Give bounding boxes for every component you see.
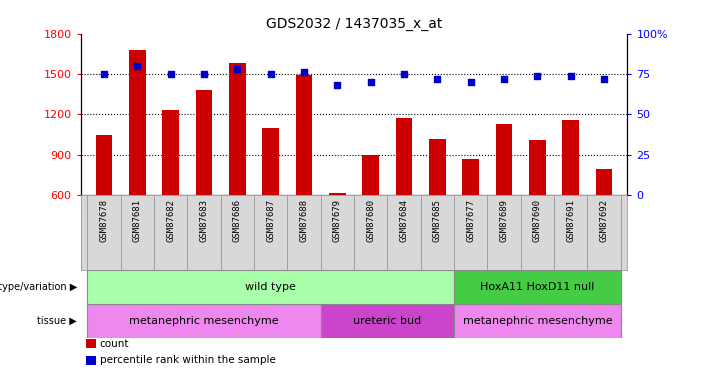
Point [198, 71, 210, 77]
Point [532, 73, 543, 79]
Text: metanephric mesenchyme: metanephric mesenchyme [129, 316, 279, 326]
Point [332, 82, 343, 88]
Text: count: count [100, 339, 129, 349]
Text: GSM87687: GSM87687 [266, 199, 275, 242]
Point [232, 66, 243, 72]
Text: GSM87686: GSM87686 [233, 199, 242, 242]
Text: GSM87684: GSM87684 [400, 199, 409, 242]
Bar [362, 155, 379, 195]
Bar [429, 139, 446, 195]
Text: genotype/variation ▶: genotype/variation ▶ [0, 282, 77, 292]
Bar [129, 50, 146, 195]
Text: GSM87690: GSM87690 [533, 199, 542, 242]
Point [465, 79, 476, 85]
Text: tissue ▶: tissue ▶ [37, 316, 77, 326]
Bar [86, 339, 96, 348]
Bar [395, 118, 412, 195]
Bar [562, 120, 579, 195]
Point [565, 73, 576, 79]
Text: GSM87677: GSM87677 [466, 199, 475, 242]
Text: wild type: wild type [245, 282, 296, 292]
Text: GSM87683: GSM87683 [200, 199, 208, 242]
Bar [454, 270, 620, 304]
Point [599, 76, 610, 82]
Point [365, 79, 376, 85]
Text: GSM87682: GSM87682 [166, 199, 175, 242]
Text: GSM87689: GSM87689 [500, 199, 508, 242]
Bar [454, 304, 620, 338]
Point [299, 69, 310, 75]
Bar [86, 356, 96, 364]
Bar [95, 135, 112, 195]
Text: percentile rank within the sample: percentile rank within the sample [100, 356, 275, 366]
Text: GSM87688: GSM87688 [299, 199, 308, 242]
Point [432, 76, 443, 82]
Bar [496, 124, 512, 195]
Bar [296, 75, 313, 195]
Text: HoxA11 HoxD11 null: HoxA11 HoxD11 null [480, 282, 594, 292]
Bar [596, 170, 613, 195]
Point [498, 76, 510, 82]
Text: GSM87691: GSM87691 [566, 199, 576, 242]
Text: GSM87685: GSM87685 [433, 199, 442, 242]
Point [398, 71, 409, 77]
Bar [329, 193, 346, 195]
Point [132, 63, 143, 69]
Bar [320, 304, 454, 338]
Bar [463, 159, 479, 195]
Point [265, 71, 276, 77]
Bar [262, 128, 279, 195]
Point [98, 71, 109, 77]
Text: ureteric bud: ureteric bud [353, 316, 421, 326]
Point [165, 71, 176, 77]
Text: GSM87681: GSM87681 [132, 199, 142, 242]
Bar [163, 110, 179, 195]
Bar [88, 270, 454, 304]
Bar [88, 304, 320, 338]
Text: GSM87680: GSM87680 [366, 199, 375, 242]
Text: GSM87678: GSM87678 [100, 199, 109, 242]
Bar [529, 140, 545, 195]
Bar [196, 90, 212, 195]
Title: GDS2032 / 1437035_x_at: GDS2032 / 1437035_x_at [266, 17, 442, 32]
Text: metanephric mesenchyme: metanephric mesenchyme [463, 316, 612, 326]
Text: GSM87692: GSM87692 [599, 199, 608, 242]
Bar [229, 63, 245, 195]
Text: GSM87679: GSM87679 [333, 199, 342, 242]
